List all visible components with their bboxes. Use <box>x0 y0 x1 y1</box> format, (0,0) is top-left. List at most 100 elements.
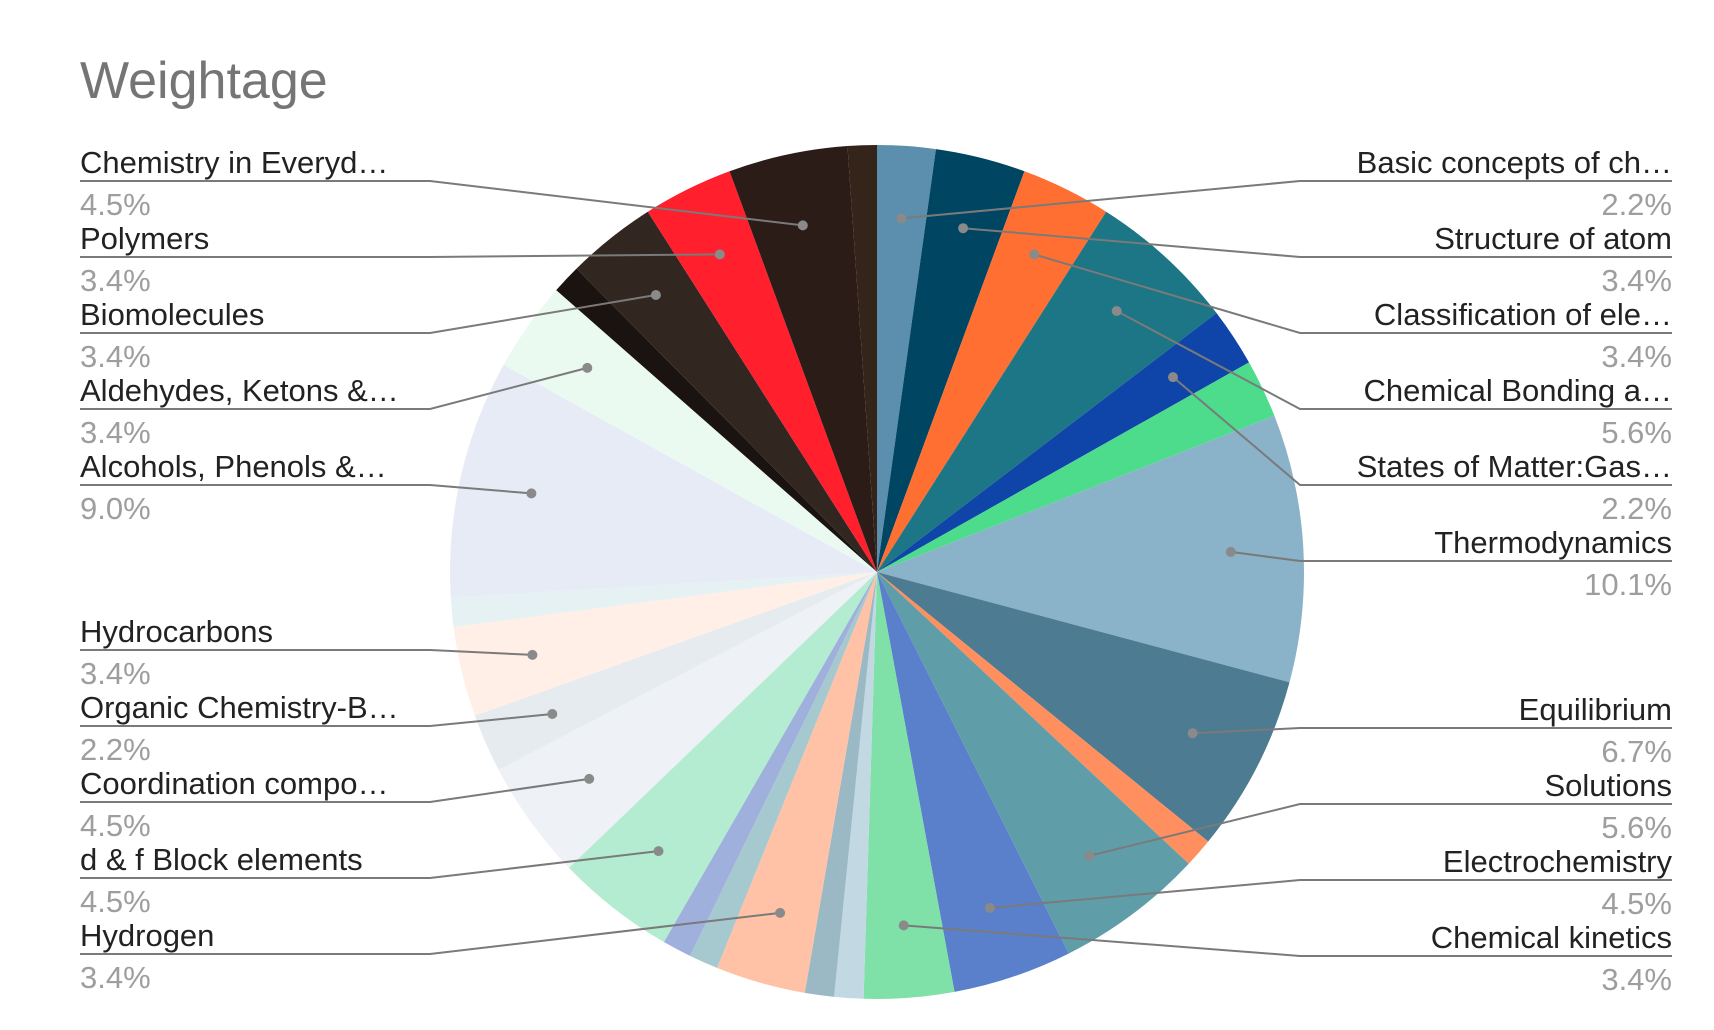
label-thermodynamics: Thermodynamics <box>1434 525 1672 560</box>
pie-slice-12 <box>834 572 877 999</box>
pct-electrochemistry: 4.5% <box>1601 886 1672 921</box>
pct-organic-chemistry: 2.2% <box>80 732 151 767</box>
leader-dot-10 <box>797 220 808 231</box>
leader-line-19 <box>80 911 781 955</box>
pct-hydrogen: 3.4% <box>80 960 151 995</box>
pie-slice-27 <box>729 146 877 572</box>
leader-dot-15 <box>527 649 538 660</box>
pct-aldehydes: 3.4% <box>80 415 151 450</box>
leader-line-3 <box>1116 310 1672 410</box>
label-structure-of-atom: Structure of atom <box>1434 221 1672 256</box>
leader-dot-2 <box>1029 249 1040 260</box>
pie-slice-28 <box>847 145 877 572</box>
pie-slices <box>449 145 1305 1000</box>
pie-slice-17 <box>568 572 877 943</box>
leader-line-5 <box>1230 550 1672 562</box>
label-polymers: Polymers <box>80 221 209 256</box>
leader-dot-4 <box>1168 372 1178 383</box>
leader-dot-0 <box>896 213 907 224</box>
pct-alcohols: 9.0% <box>80 491 151 526</box>
label-alcohols: Alcohols, Phenols &… <box>80 449 387 484</box>
leader-line-11 <box>80 253 720 258</box>
pie-slice-23 <box>503 290 877 572</box>
pie-slice-0 <box>877 145 936 572</box>
leader-line-12 <box>80 294 657 334</box>
label-electrochemistry: Electrochemistry <box>1443 844 1673 879</box>
leader-line-16 <box>80 713 553 727</box>
leader-dot-19 <box>775 907 786 918</box>
leader-dot-14 <box>526 488 537 499</box>
pie-slice-1 <box>877 149 1025 572</box>
pie-slice-5 <box>877 362 1275 572</box>
pct-thermodynamics: 10.1% <box>1584 567 1672 602</box>
leader-line-18 <box>80 850 659 879</box>
label-chemical-bonding: Chemical Bonding a… <box>1364 373 1672 408</box>
pct-structure-of-atom: 3.4% <box>1601 263 1672 298</box>
leader-dot-18 <box>653 846 664 857</box>
pct-states-of-matter: 2.2% <box>1601 491 1672 526</box>
pie-slice-18 <box>498 572 877 868</box>
leader-line-14 <box>80 484 532 495</box>
legend-right: Basic concepts of ch… 2.2% Structure of … <box>1357 145 1673 997</box>
pie-slice-25 <box>576 211 877 573</box>
pie-slice-2 <box>877 171 1107 572</box>
pct-polymers: 3.4% <box>80 263 151 298</box>
pie-slice-11 <box>863 572 955 1000</box>
pct-d-f-block: 4.5% <box>80 884 151 919</box>
leader-dot-6 <box>1187 728 1198 739</box>
label-equilibrium: Equilibrium <box>1519 692 1672 727</box>
leader-lines <box>80 180 1672 957</box>
leader-dot-7 <box>1084 850 1095 861</box>
label-solutions: Solutions <box>1544 768 1672 803</box>
pct-solutions: 5.6% <box>1601 810 1672 845</box>
label-states-of-matter: States of Matter:Gas… <box>1357 449 1672 484</box>
pct-biomolecules: 3.4% <box>80 339 151 374</box>
pie-slice-14 <box>717 572 877 993</box>
leader-line-1 <box>963 227 1672 258</box>
leader-dot-3 <box>1111 306 1122 316</box>
leader-line-6 <box>1192 727 1672 735</box>
pct-chemistry-in-everyday: 4.5% <box>80 187 151 222</box>
leader-dot-5 <box>1225 546 1236 557</box>
label-chemistry-in-everyday: Chemistry in Everyd… <box>80 145 388 180</box>
label-d-f-block: d & f Block elements <box>80 842 363 877</box>
pct-chemical-bonding: 5.6% <box>1601 415 1672 450</box>
pct-chemical-kinetics: 3.4% <box>1601 962 1672 997</box>
pie-slice-10 <box>877 572 1069 992</box>
leader-dot-13 <box>582 362 593 373</box>
pie-slice-21 <box>450 572 877 627</box>
leader-dot-12 <box>650 290 661 300</box>
pct-hydrocarbons: 3.4% <box>80 656 151 691</box>
leader-dot-16 <box>547 709 558 719</box>
pie-slice-16 <box>663 572 877 956</box>
leader-line-10 <box>80 180 803 227</box>
label-classification: Classification of ele… <box>1374 297 1672 332</box>
pie-slice-13 <box>804 572 877 997</box>
leader-dot-1 <box>958 223 969 234</box>
leader-dot-8 <box>984 902 995 913</box>
label-coordination: Coordination compo… <box>80 766 388 801</box>
leader-line-9 <box>903 924 1672 957</box>
label-aldehydes: Aldehydes, Ketons &… <box>80 373 399 408</box>
pct-basic-concepts: 2.2% <box>1601 187 1672 222</box>
label-hydrocarbons: Hydrocarbons <box>80 614 273 649</box>
pie-slice-7 <box>877 572 1290 842</box>
pie-slice-22 <box>449 364 877 598</box>
leader-dot-11 <box>714 249 725 260</box>
leader-line-15 <box>80 649 533 656</box>
pct-equilibrium: 6.7% <box>1601 734 1672 769</box>
label-hydrogen: Hydrogen <box>80 918 214 953</box>
pct-classification: 3.4% <box>1601 339 1672 374</box>
label-biomolecules: Biomolecules <box>80 297 264 332</box>
legend-left: Chemistry in Everyd… 4.5% Polymers 3.4% … <box>80 145 399 995</box>
leader-line-7 <box>1089 803 1672 857</box>
pie-slice-8 <box>877 572 1209 864</box>
chart-title: Weightage <box>80 52 328 110</box>
pie-slice-19 <box>474 572 877 770</box>
leader-line-17 <box>80 777 590 803</box>
label-chemical-kinetics: Chemical kinetics <box>1431 920 1672 955</box>
pie-slice-20 <box>453 572 877 716</box>
leader-line-0 <box>901 180 1672 220</box>
leader-dot-9 <box>898 920 909 931</box>
